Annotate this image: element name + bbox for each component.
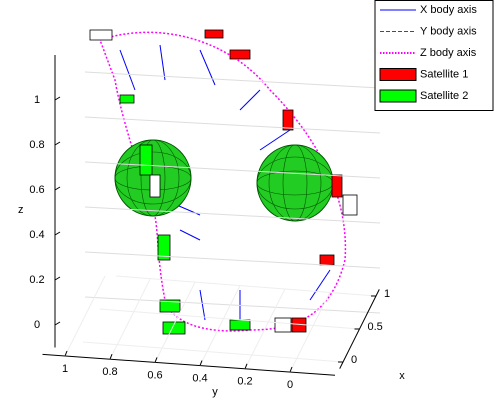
tick-mark — [54, 231, 61, 236]
legend-swatch — [379, 68, 417, 81]
z-tick-label: 0.4 — [29, 229, 44, 241]
tick-mark — [54, 96, 61, 101]
tick-mark — [154, 357, 158, 363]
tick-mark — [54, 276, 61, 281]
legend-label: Satellite 1 — [420, 68, 468, 80]
grid-line — [82, 341, 344, 363]
tick-mark — [54, 141, 61, 146]
y-tick-label: 0 — [287, 379, 293, 391]
satellites — [89, 29, 358, 335]
z-axis-label: z — [18, 204, 24, 216]
tick-mark — [109, 354, 113, 360]
tick-mark — [64, 350, 68, 357]
grid-line — [84, 296, 381, 314]
legend-swatch — [379, 89, 417, 103]
tick-mark — [244, 363, 248, 369]
x-tick-label: 0 — [351, 354, 357, 366]
y-tick-label: 0.4 — [192, 373, 207, 385]
scene — [89, 29, 358, 335]
grid-line — [199, 285, 241, 366]
legend: X body axis Y body axis Z body axis Satelli… — [374, 0, 494, 111]
grid-line — [84, 251, 381, 269]
z-tick-label: 0.6 — [29, 184, 44, 196]
legend-label: Z body axis — [420, 47, 477, 59]
z-tick-label: 0 — [34, 319, 40, 331]
z-tick-label: 0.2 — [29, 274, 44, 286]
y-tick-label: 0.6 — [147, 369, 162, 381]
legend-label: X body axis — [420, 4, 477, 16]
legend-label: Y body axis — [420, 25, 477, 37]
y-tick-label: 1 — [62, 363, 68, 375]
tick-mark — [199, 360, 203, 366]
z-tick-label: 1 — [34, 94, 40, 106]
y-tick-label: 0.8 — [102, 366, 117, 378]
grid-line — [154, 282, 196, 363]
y-axis-line — [42, 353, 336, 376]
grid-line — [109, 278, 151, 360]
grid-line — [84, 71, 381, 89]
grid-line — [84, 206, 381, 224]
body-axes — [119, 44, 331, 321]
y-axis-label: y — [212, 386, 218, 398]
x-axis-label: x — [399, 370, 405, 382]
grid-line — [84, 161, 381, 179]
x-tick-label: 1 — [384, 288, 390, 300]
grid-line — [64, 275, 106, 357]
x-tick-label: 0.5 — [368, 321, 383, 333]
sphere — [256, 144, 334, 222]
grid-line — [115, 275, 377, 297]
grid-line — [99, 308, 360, 330]
tick-mark — [289, 366, 293, 373]
axes: 0 0.2 0.4 0.6 0.8 1 1 0.8 0.6 0.4 0.2 0 0 0.5 1 — [29, 55, 390, 391]
y-tick-label: 0.2 — [237, 376, 252, 388]
tick-mark — [54, 321, 61, 326]
tick-mark — [54, 186, 61, 191]
z-tick-label: 0.8 — [29, 139, 44, 151]
legend-label: Satellite 2 — [420, 90, 468, 102]
grid-line — [84, 116, 381, 134]
